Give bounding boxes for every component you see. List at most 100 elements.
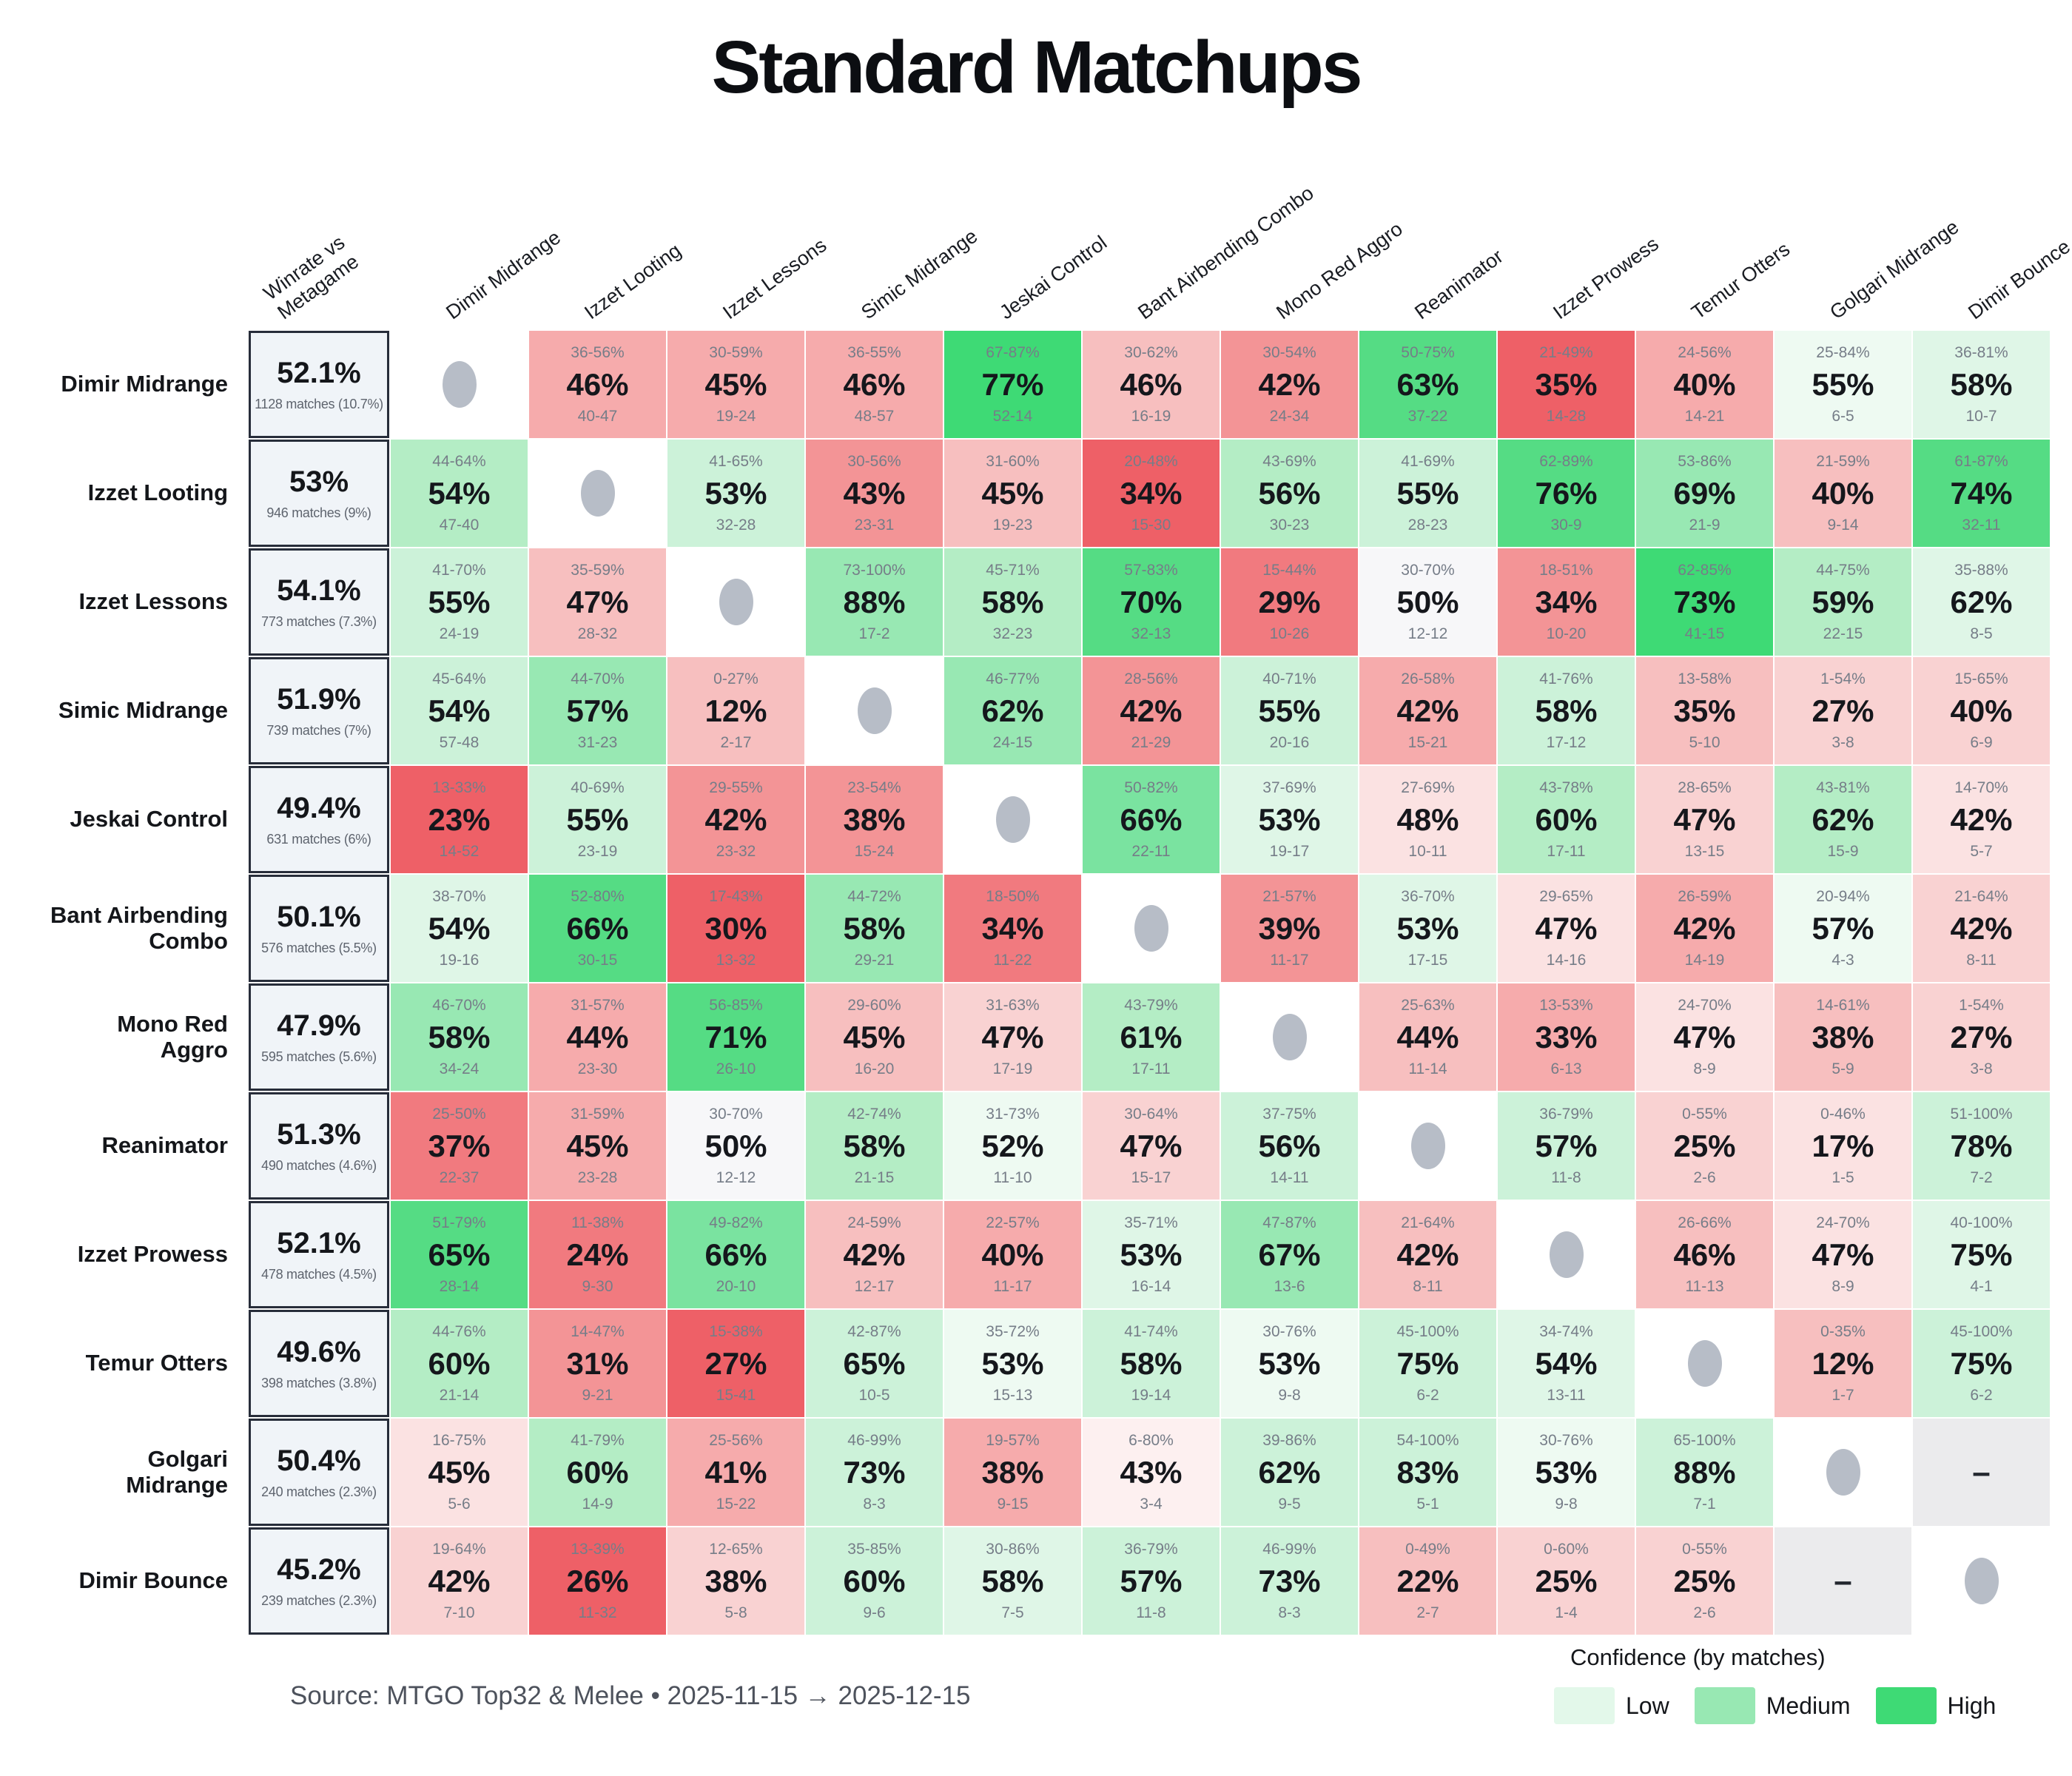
confidence-range: 44-64% [432,452,486,470]
matchup-cell: 54-100% 83% 5-1 [1359,1419,1496,1526]
matchup-cell: 65-100% 88% 7-1 [1636,1419,1773,1526]
mirror-cell [1913,1527,2050,1635]
row-label: Dimir Midrange [61,371,228,397]
matchup-cell: 50-82% 66% 22-11 [1083,766,1220,873]
matchup-cell: 15-65% 40% 6-9 [1913,657,2050,764]
winrate-percent: 60% [428,1345,491,1381]
mirror-cell [1498,1201,1635,1308]
no-data-cell: – [1775,1527,1911,1635]
matchup-cell: 36-79% 57% 11-8 [1083,1527,1220,1635]
confidence-range: 1-54% [1959,996,2004,1014]
winrate-cell: 50.1% 576 matches (5.5%) [249,875,389,982]
winrate-percent: 52% [981,1128,1044,1163]
winrate-percent: 46% [566,366,629,402]
column-header: Golgari Midrange [1826,215,1963,324]
winrate-percent: 83% [1396,1454,1459,1490]
match-record: 9-21 [582,1386,613,1404]
match-record: 16-14 [1131,1277,1171,1295]
mirror-cell [1775,1419,1911,1526]
confidence-range: 62-89% [1539,452,1593,470]
winrate-percent: 66% [1120,801,1183,837]
page-title: Standard Matchups [711,26,1363,109]
matchup-cell: 49-82% 66% 20-10 [667,1201,804,1308]
match-record: 7-2 [1970,1168,1993,1186]
match-record: 14-28 [1546,407,1587,425]
match-record: 30-23 [1269,516,1310,534]
confidence-range: 44-75% [1816,561,1870,579]
winrate-percent: 25% [1535,1563,1598,1598]
match-record: 31-23 [577,733,618,751]
confidence-range: 31-60% [986,452,1040,470]
winrate-percent: 35% [1535,366,1598,402]
matchup-cell: 41-76% 58% 17-12 [1498,657,1635,764]
mirror-marker-icon [1272,1014,1307,1060]
confidence-range: 6-80% [1128,1431,1174,1449]
row-label: Jeskai Control [70,806,228,832]
matchup-cell: 30-54% 42% 24-34 [1221,331,1358,438]
matchup-cell: 43-69% 56% 30-23 [1221,440,1358,547]
match-record: 12-12 [1407,625,1448,642]
matchup-cell: 24-70% 47% 8-9 [1636,983,1773,1091]
winrate-percent: 24% [566,1237,629,1272]
matchup-cell: 44-70% 57% 31-23 [529,657,666,764]
winrate-value: 51.3% [277,1118,361,1151]
confidence-range: 30-64% [1124,1105,1178,1123]
confidence-range: 11-38% [571,1214,624,1231]
match-record: 10-5 [858,1386,890,1404]
match-record: 13-11 [1547,1386,1586,1404]
matchup-cell: 21-49% 35% 14-28 [1498,331,1635,438]
confidence-range: 17-43% [709,887,763,905]
mirror-marker-icon [1134,905,1168,952]
match-record: 9-14 [1827,516,1859,534]
winrate-percent: 60% [566,1454,629,1490]
winrate-percent: 73% [843,1454,906,1490]
winrate-percent: 42% [704,801,767,837]
mirror-cell [1636,1310,1773,1417]
confidence-range: 36-79% [1539,1105,1593,1123]
confidence-range: 47-87% [1262,1214,1316,1231]
winrate-percent: 62% [1950,584,2013,619]
matchup-cell: 36-55% 46% 48-57 [806,331,943,438]
winrate-cell: 49.6% 398 matches (3.8%) [249,1310,389,1417]
winrate-percent: 57% [566,693,629,728]
confidence-range: 26-66% [1678,1214,1732,1231]
mirror-cell [391,331,528,438]
confidence-range: 24-59% [847,1214,901,1231]
matchup-cell: 73-100% 88% 17-2 [806,548,943,656]
winrate-cell: 47.9% 595 matches (5.6%) [249,983,389,1091]
match-record: 15-41 [716,1386,756,1404]
footer-source: Source: MTGO Top32 & Melee • 2025-11-15 … [290,1681,971,1710]
match-record: 11-8 [1551,1168,1581,1186]
match-record: 24-15 [992,733,1033,751]
confidence-range: 34-74% [1539,1322,1593,1340]
matchup-cell: 52-80% 66% 30-15 [529,875,666,982]
matchup-cell: 25-50% 37% 22-37 [391,1092,528,1200]
matchup-cell: 46-77% 62% 24-15 [944,657,1081,764]
confidence-range: 30-70% [1401,561,1455,579]
matchup-cell: 19-64% 42% 7-10 [391,1527,528,1635]
mirror-marker-icon [1964,1558,1999,1604]
matchup-cell: 21-64% 42% 8-11 [1359,1201,1496,1308]
mirror-marker-icon [995,796,1030,843]
winrate-percent: 55% [1812,366,1874,402]
match-record: 5-6 [448,1495,471,1513]
matchup-cell: 26-58% 42% 15-21 [1359,657,1496,764]
winrate-percent: 76% [1535,475,1598,511]
confidence-range: 21-59% [1816,452,1870,470]
matchup-cell: 1-54% 27% 3-8 [1913,983,2050,1091]
winrate-percent: 88% [843,584,906,619]
matchup-cell: 21-57% 39% 11-17 [1221,875,1358,982]
confidence-range: 57-83% [1124,561,1178,579]
winrate-percent: 31% [566,1345,629,1381]
confidence-range: 36-79% [1124,1540,1178,1558]
match-record: 16-20 [854,1060,895,1077]
match-record: 9-30 [582,1277,613,1295]
legend-item: Low [1554,1687,1669,1724]
confidence-range: 18-50% [986,887,1040,905]
confidence-range: 41-74% [1124,1322,1178,1340]
matchup-cell: 31-59% 45% 23-28 [529,1092,666,1200]
column-header: Dimir Bounce [1964,235,2072,324]
matchup-cell: 37-69% 53% 19-17 [1221,766,1358,873]
mirror-cell [1359,1092,1496,1200]
match-record: 10-11 [1408,842,1447,860]
